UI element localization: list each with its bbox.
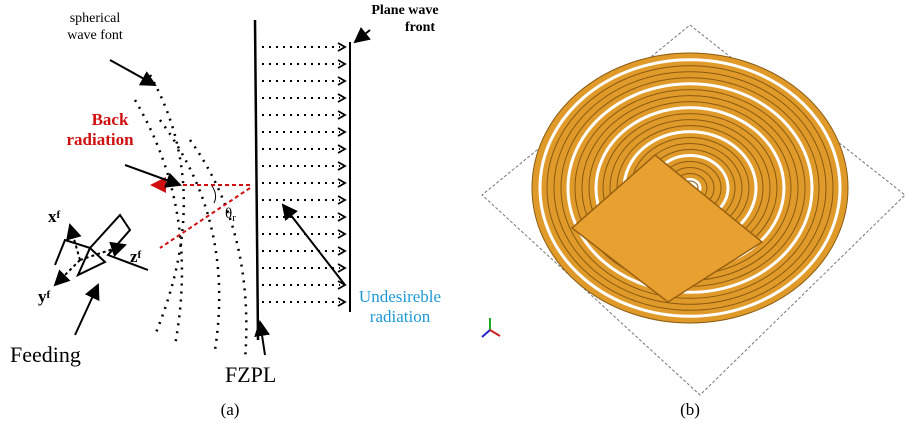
label-line: Plane wave — [371, 3, 438, 18]
panel-b: (b) — [482, 25, 905, 419]
axis-triad — [490, 330, 500, 336]
subscript: r — [232, 212, 236, 224]
axis-label: xf — [48, 207, 61, 226]
symbol: θ — [225, 206, 232, 222]
label-line: Undesireble — [359, 287, 441, 306]
axis-label: zf — [130, 247, 142, 266]
axis-label: yf — [38, 287, 51, 306]
spherical-front — [190, 140, 246, 360]
fzpl-line — [255, 20, 258, 340]
caption: (b) — [680, 400, 700, 419]
pointer — [110, 60, 155, 85]
label-line: Back — [92, 110, 129, 129]
label-line: wave font — [67, 28, 123, 43]
feed-horn — [55, 215, 148, 275]
label-line: radiation — [66, 130, 134, 149]
subscript: f — [57, 209, 61, 221]
spherical-front — [135, 100, 182, 345]
page: sphericalwave font Plane wavefront Backr… — [0, 0, 907, 423]
label-line: radiation — [370, 307, 431, 326]
theta: θr — [225, 206, 236, 224]
caption: (a) — [221, 400, 240, 419]
pointer — [75, 285, 98, 335]
label: FZPL — [225, 362, 276, 387]
axis — [55, 260, 80, 285]
axis-triad — [482, 330, 490, 337]
label: Feeding — [10, 342, 81, 367]
label-line: front — [405, 20, 435, 35]
spherical-front — [150, 75, 184, 335]
label: spherical wave font — [67, 11, 123, 43]
label: Plane wave front — [371, 3, 438, 35]
subscript: f — [47, 289, 51, 301]
spherical-front — [160, 120, 219, 350]
pointer — [283, 205, 345, 285]
pointer — [260, 322, 265, 355]
subscript: f — [138, 249, 142, 261]
pointer — [355, 30, 370, 42]
figure: sphericalwave font Plane wavefront Backr… — [0, 0, 907, 423]
angle-arc — [212, 186, 216, 203]
pointer — [125, 165, 180, 185]
wave-rows — [262, 43, 345, 306]
label-line: spherical — [70, 11, 121, 26]
